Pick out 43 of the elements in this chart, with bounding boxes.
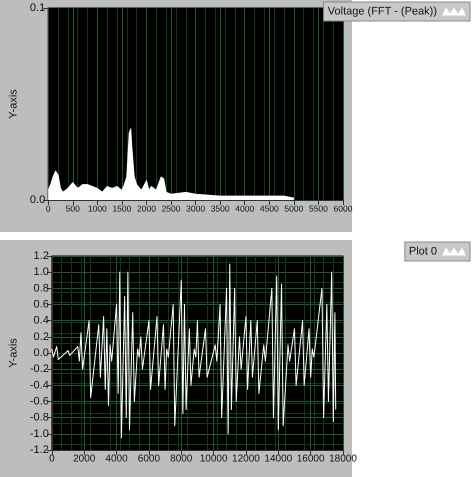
y-tick-label: -1.0: [30, 428, 49, 440]
x-tick-label: 12000: [232, 454, 260, 464]
x-tick-label: 0: [49, 454, 56, 464]
y-tick-label: 0.0: [30, 194, 46, 206]
x-tick-label: 4000: [235, 204, 254, 214]
x-tick-label: 2000: [137, 204, 156, 214]
y-tick-label: -0.2: [30, 363, 49, 376]
y-tick-label: 1.0: [34, 266, 49, 278]
x-tick-label: 5000: [284, 204, 304, 214]
y-tick-label: 0.6: [34, 298, 49, 310]
y-tick-label: 0.8: [34, 282, 49, 294]
y-tick-label: 0.2: [34, 330, 49, 343]
x-tick-label: 18000: [329, 454, 358, 464]
y-tick-label: 0.1: [30, 2, 46, 14]
x-tick-label: 4500: [260, 204, 280, 214]
x-tick-label: 16000: [296, 454, 325, 464]
x-tick-label: 6000: [138, 454, 160, 464]
x-tick-label: 2500: [162, 204, 181, 214]
legend-label: Plot 0: [408, 246, 437, 258]
x-tick-label: 1500: [112, 204, 132, 214]
x-tick-label: 4000: [105, 454, 128, 464]
y-tick-label: -0.6: [30, 396, 49, 408]
y-tick-label: 1.2: [34, 250, 49, 262]
legend-label: Voltage (FFT - (Peak)): [328, 6, 437, 18]
line-series: [51, 264, 336, 438]
y-axis-title: Y-axis: [8, 88, 20, 119]
y-tick-label: -1.2: [30, 444, 49, 456]
y-tick-label: 0.4: [34, 314, 49, 327]
x-tick-label: 0: [46, 204, 51, 214]
y-tick-label: -0.4: [30, 379, 49, 392]
x-tick-label: 5500: [308, 204, 328, 214]
x-tick-label: 10000: [200, 454, 228, 464]
x-tick-label: 8000: [170, 454, 193, 464]
x-tick-label: 3500: [210, 204, 230, 214]
y-tick-label: 0.0: [34, 347, 49, 359]
x-tick-label: 14000: [264, 454, 293, 464]
x-tick-label: 2000: [73, 454, 96, 464]
x-tick-label: 6000: [334, 204, 353, 214]
x-tick-label: 3000: [186, 204, 206, 214]
y-axis-title: Y-axis: [8, 338, 20, 368]
y-tick-label: -0.8: [30, 412, 49, 424]
x-tick-label: 500: [66, 204, 80, 214]
x-tick-label: 1000: [88, 204, 108, 214]
